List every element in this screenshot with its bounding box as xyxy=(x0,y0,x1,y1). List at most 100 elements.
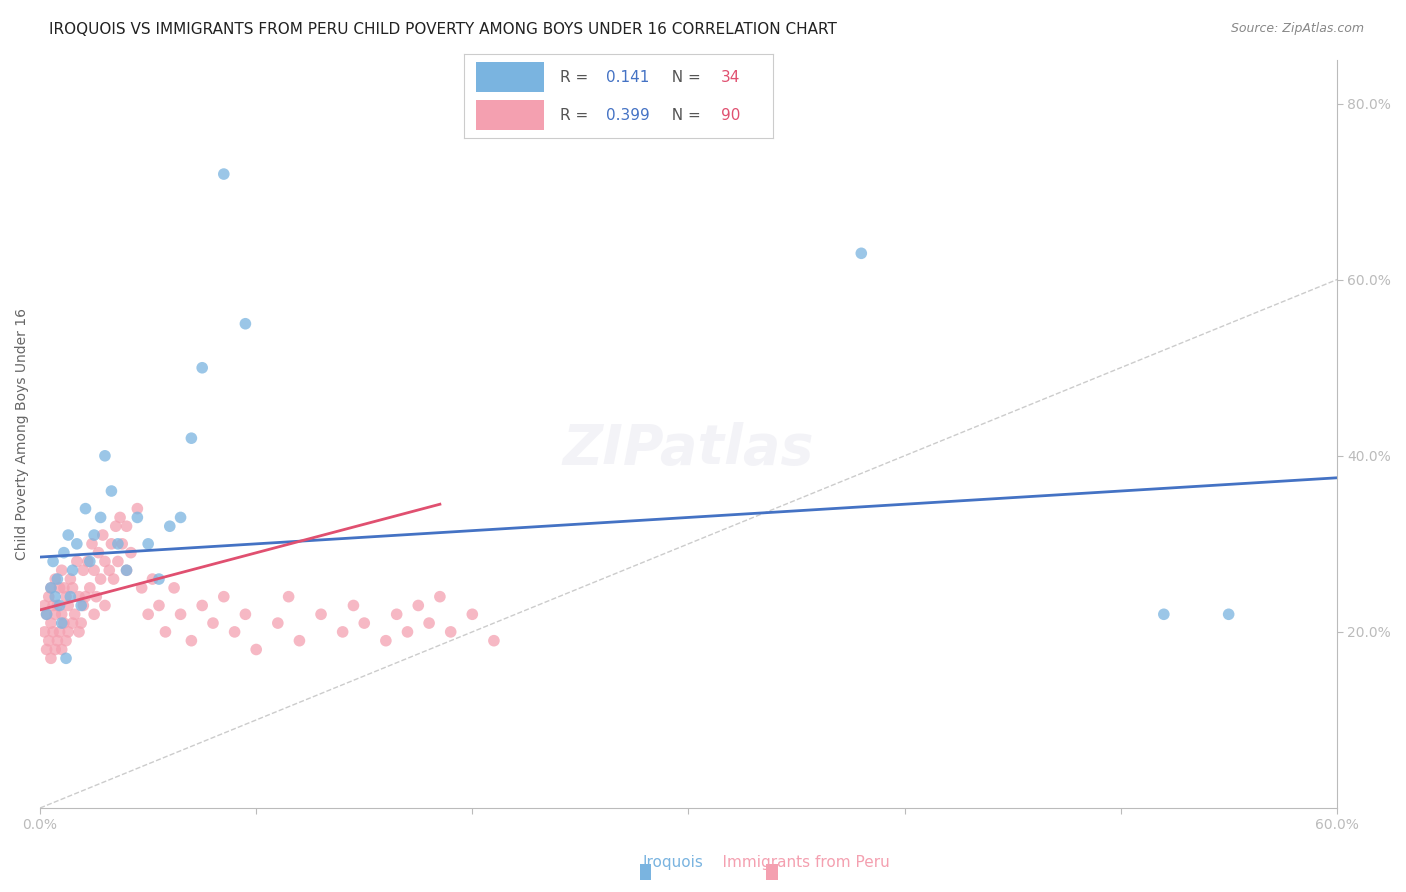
Point xyxy=(83,563,105,577)
Point xyxy=(39,581,62,595)
Point xyxy=(42,554,65,568)
Point xyxy=(44,642,66,657)
Point xyxy=(52,616,75,631)
Point xyxy=(482,633,505,648)
Text: 34: 34 xyxy=(721,70,740,85)
Point xyxy=(107,554,129,568)
Point xyxy=(55,633,77,648)
Point xyxy=(80,537,103,551)
Point xyxy=(79,554,101,568)
Point xyxy=(100,483,122,498)
Point xyxy=(100,537,122,551)
Point xyxy=(44,572,66,586)
Point xyxy=(169,607,191,622)
Point xyxy=(108,510,131,524)
Point xyxy=(212,590,235,604)
Text: R =: R = xyxy=(560,70,593,85)
Point xyxy=(35,607,58,622)
Point xyxy=(91,528,114,542)
Point xyxy=(35,607,58,622)
Point xyxy=(201,616,224,631)
Point xyxy=(51,607,73,622)
Point xyxy=(83,528,105,542)
Point xyxy=(127,510,149,524)
Point xyxy=(141,572,163,586)
Point xyxy=(51,616,73,631)
Point xyxy=(342,599,364,613)
Point xyxy=(66,537,89,551)
FancyBboxPatch shape xyxy=(477,62,544,92)
Point xyxy=(115,563,138,577)
Point xyxy=(163,581,186,595)
Point xyxy=(136,537,159,551)
Point xyxy=(374,633,396,648)
Point xyxy=(72,599,94,613)
Point xyxy=(115,563,138,577)
Point xyxy=(83,607,105,622)
Point xyxy=(55,590,77,604)
Point xyxy=(120,546,142,560)
Point xyxy=(58,528,80,542)
Point xyxy=(90,510,112,524)
Point xyxy=(39,581,62,595)
Point xyxy=(39,616,62,631)
Point xyxy=(38,633,60,648)
Point xyxy=(44,607,66,622)
Point xyxy=(35,642,58,657)
Point xyxy=(169,510,191,524)
Point xyxy=(851,246,873,260)
Point xyxy=(309,607,332,622)
Point xyxy=(62,616,84,631)
Point xyxy=(58,599,80,613)
Point xyxy=(440,624,463,639)
Point xyxy=(70,616,93,631)
Point xyxy=(63,607,86,622)
Point xyxy=(70,599,93,613)
Point xyxy=(55,651,77,665)
Point xyxy=(127,501,149,516)
Point xyxy=(155,624,177,639)
Point xyxy=(104,519,127,533)
Text: R =: R = xyxy=(560,108,593,123)
Text: IROQUOIS VS IMMIGRANTS FROM PERU CHILD POVERTY AMONG BOYS UNDER 16 CORRELATION C: IROQUOIS VS IMMIGRANTS FROM PERU CHILD P… xyxy=(49,22,837,37)
Text: Source: ZipAtlas.com: Source: ZipAtlas.com xyxy=(1230,22,1364,36)
Point xyxy=(39,651,62,665)
Point xyxy=(42,624,65,639)
Point xyxy=(408,599,430,613)
Point xyxy=(94,449,117,463)
Point xyxy=(75,501,97,516)
Point xyxy=(136,607,159,622)
Text: 0.399: 0.399 xyxy=(606,108,650,123)
Point xyxy=(48,624,70,639)
Text: Immigrants from Peru: Immigrants from Peru xyxy=(703,855,890,870)
Point xyxy=(75,590,97,604)
Point xyxy=(418,616,440,631)
Text: Iroquois: Iroquois xyxy=(643,855,703,870)
Point xyxy=(429,590,451,604)
Point xyxy=(51,563,73,577)
Point xyxy=(51,642,73,657)
Point xyxy=(79,581,101,595)
Point xyxy=(48,581,70,595)
Point xyxy=(277,590,299,604)
Point xyxy=(59,572,82,586)
Point xyxy=(87,546,110,560)
Point xyxy=(353,616,375,631)
Point xyxy=(1153,607,1175,622)
Point xyxy=(44,590,66,604)
Point xyxy=(159,519,181,533)
Point xyxy=(34,599,56,613)
Point xyxy=(267,616,290,631)
Point xyxy=(90,572,112,586)
Point xyxy=(1218,607,1240,622)
Point xyxy=(62,581,84,595)
Point xyxy=(59,590,82,604)
Point xyxy=(235,317,257,331)
Point xyxy=(98,563,121,577)
Point xyxy=(148,572,170,586)
Text: 90: 90 xyxy=(721,108,740,123)
Point xyxy=(46,633,69,648)
Point xyxy=(191,360,214,375)
Point xyxy=(72,563,94,577)
Point xyxy=(67,590,90,604)
